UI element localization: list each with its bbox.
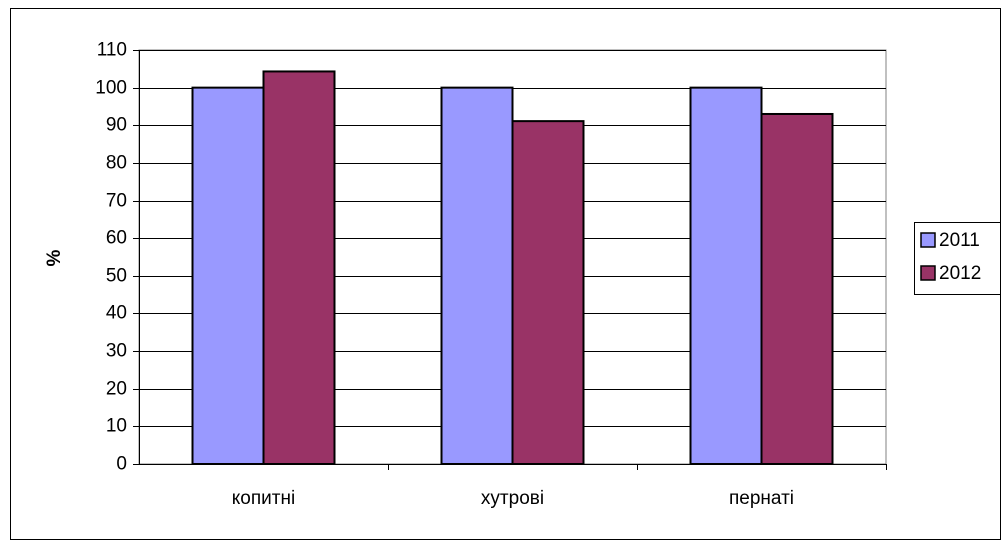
legend-swatch-2012: [920, 265, 936, 281]
x-tick-label: хутрові: [481, 488, 544, 509]
y-tick-label: 20: [106, 379, 127, 400]
legend-label-2011: 2011: [939, 230, 980, 251]
x-tick-label: пернаті: [729, 488, 794, 509]
legend-swatch-2011: [920, 232, 936, 248]
y-axis-label: %: [44, 249, 65, 266]
y-tick-label: 70: [106, 191, 127, 212]
bar-2012-1: [511, 120, 585, 466]
x-tick-label: копитні: [232, 488, 295, 509]
y-tick-label: 40: [106, 303, 127, 324]
y-tick-label: 30: [106, 341, 127, 362]
y-tick-label: 10: [106, 416, 127, 437]
bar-2011-2: [689, 86, 763, 466]
bar-2011-0: [191, 86, 265, 466]
y-tick-label: 60: [106, 228, 127, 249]
y-tick-label: 110: [97, 40, 127, 61]
bars: [191, 70, 834, 466]
bar-2012-0: [262, 70, 336, 465]
legend: 2011 2012: [914, 222, 1001, 295]
y-tick-label: 50: [106, 266, 127, 287]
axes: 0 10 20 30 40 50 60 70 80 90 100 110 копитні хутрові п…: [95, 40, 887, 509]
y-tick-label: 0: [116, 454, 127, 475]
bar-2011-1: [440, 86, 514, 466]
legend-label-2012: 2012: [939, 263, 981, 284]
y-tick-label: 80: [106, 153, 127, 174]
y-tick-label: 100: [95, 78, 127, 99]
bar-2012-2: [760, 112, 834, 466]
y-tick-label: 90: [106, 115, 127, 136]
